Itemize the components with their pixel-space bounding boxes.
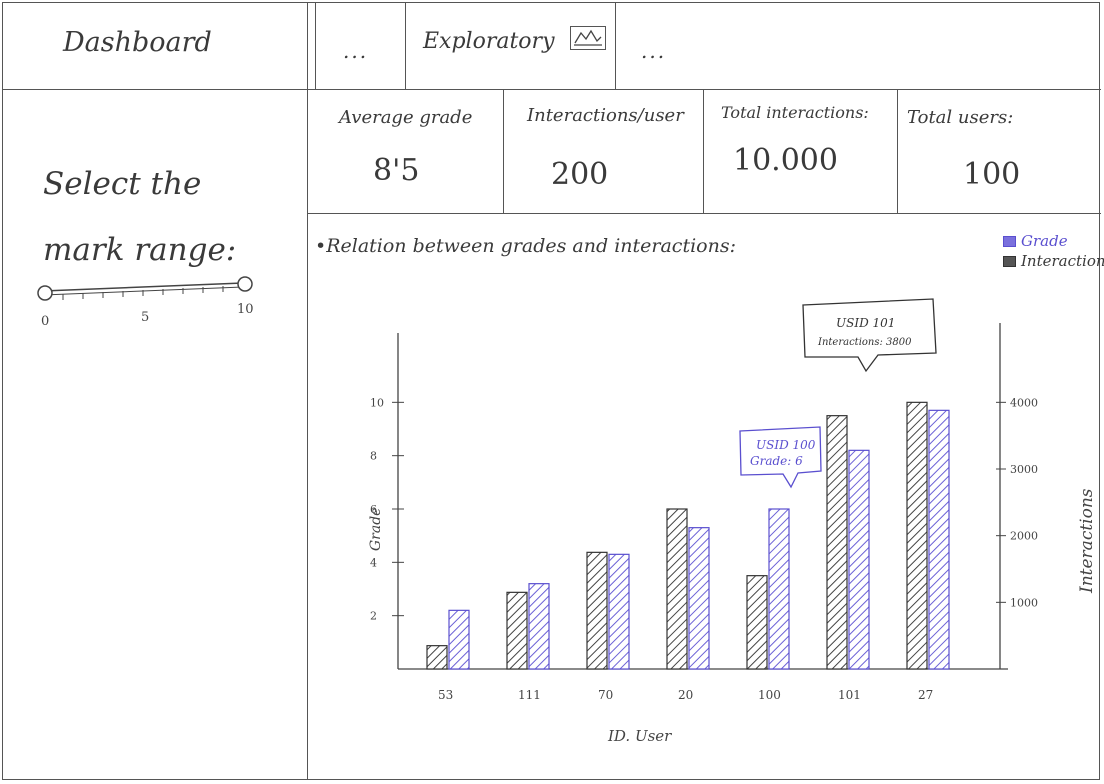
x-tick-labels: 53 111 70 20 100 101 27 bbox=[438, 688, 933, 702]
tooltip-100-line2: Grade: 6 bbox=[750, 454, 803, 468]
bar-grade-20 bbox=[688, 527, 710, 670]
tab-divider bbox=[615, 3, 616, 89]
bar-grade-111 bbox=[528, 583, 550, 670]
x-tick-label: 20 bbox=[678, 688, 693, 702]
slider-mid-label: 5 bbox=[141, 310, 149, 325]
tooltip-usid-101: USID 101 Interactions: 3800 bbox=[802, 298, 937, 373]
tooltip-usid-100: USID 100 Grade: 6 bbox=[739, 426, 822, 489]
tooltip-101-line1: USID 101 bbox=[836, 316, 895, 330]
legend-swatch-grade bbox=[1003, 235, 1016, 247]
kpi-average-grade-value: 8'5 bbox=[373, 153, 420, 188]
tab-exploratory[interactable]: Exploratory bbox=[423, 26, 606, 54]
legend-item-interactions: Interactions bbox=[1003, 251, 1104, 271]
x-tick-label: 70 bbox=[598, 688, 613, 702]
y-axis-label-left: Grade bbox=[368, 508, 384, 551]
legend-label-interactions: Interactions bbox=[1021, 252, 1104, 270]
filter-label: Select the mark range: bbox=[43, 166, 237, 268]
bar-grade-101 bbox=[848, 449, 870, 670]
y-tick-label-left: 8 bbox=[370, 450, 377, 463]
y-tick-label-right: 3000 bbox=[1010, 463, 1038, 476]
y-tick-label-right: 2000 bbox=[1010, 530, 1038, 543]
slider-max-label: 10 bbox=[237, 302, 254, 317]
grade-range-slider[interactable]: 0 5 10 bbox=[35, 275, 265, 335]
slider-handle-high bbox=[237, 276, 253, 292]
y-tick-label-right: 1000 bbox=[1010, 596, 1038, 609]
y-tick-label-left: 10 bbox=[370, 396, 384, 409]
area-chart-icon bbox=[569, 26, 606, 50]
x-axis-label: ID. User bbox=[607, 727, 672, 745]
x-tick-label: 101 bbox=[838, 688, 861, 702]
x-tick-label: 100 bbox=[758, 688, 781, 702]
kpi-total-users-label: Total users: bbox=[907, 107, 1014, 128]
y-ticks-right: 1000 2000 3000 4000 bbox=[996, 396, 1038, 609]
kpi-bottom-divider bbox=[307, 213, 1101, 214]
bar-grade-100 bbox=[768, 508, 790, 670]
y-ticks-left: 2 4 6 8 10 bbox=[370, 396, 404, 623]
bar-interactions-53 bbox=[426, 645, 448, 670]
bar-interactions-111 bbox=[506, 591, 528, 670]
kpi-total-interactions-value: 10.000 bbox=[733, 143, 838, 178]
tab-divider bbox=[315, 3, 316, 89]
kpi-divider bbox=[703, 89, 704, 213]
kpi-average-grade-label: Average grade bbox=[339, 107, 473, 128]
grade-interactions-chart: 2 4 6 8 10 1000 2000 3000 4000 53 111 70 20 100 101 2… bbox=[368, 298, 1097, 745]
chart-legend: Grade Interactions bbox=[1003, 231, 1104, 271]
tab-exploratory-label: Exploratory bbox=[423, 29, 555, 54]
y-axis-label-right: Interactions bbox=[1077, 488, 1097, 594]
chart-title: •Relation between grades and interaction… bbox=[315, 235, 736, 257]
slider-min-label: 0 bbox=[41, 314, 49, 329]
bar-interactions-101 bbox=[826, 415, 848, 670]
app-title: Dashboard bbox=[63, 27, 212, 58]
tooltip-101-line2: Interactions: 3800 bbox=[817, 337, 912, 348]
kpi-total-interactions-label: Total interactions: bbox=[721, 103, 869, 122]
legend-label-grade: Grade bbox=[1021, 232, 1068, 250]
kpi-divider bbox=[897, 89, 898, 213]
bar-interactions-100 bbox=[746, 575, 768, 670]
y-tick-label-right: 4000 bbox=[1010, 396, 1038, 409]
y-tick-label-left: 2 bbox=[370, 610, 377, 623]
legend-item-grade: Grade bbox=[1003, 231, 1104, 251]
x-tick-label: 111 bbox=[518, 688, 541, 702]
bar-interactions-70 bbox=[586, 551, 608, 670]
bar-grade-53 bbox=[448, 609, 470, 670]
slider-handle-low bbox=[37, 285, 53, 301]
y-tick-label-left: 6 bbox=[370, 503, 377, 516]
kpi-interactions-user-value: 200 bbox=[551, 157, 609, 192]
bar-interactions-27 bbox=[906, 401, 928, 670]
y-tick-label-left: 4 bbox=[370, 556, 377, 569]
sidebar-divider bbox=[307, 3, 308, 779]
x-tick-label: 27 bbox=[918, 688, 933, 702]
kpi-divider bbox=[503, 89, 504, 213]
tab-divider bbox=[405, 3, 406, 89]
tab-more-right[interactable]: ... bbox=[641, 39, 667, 63]
bar-grade-27 bbox=[928, 409, 950, 670]
legend-swatch-interactions bbox=[1003, 255, 1016, 267]
kpi-total-users-value: 100 bbox=[963, 157, 1021, 192]
bar-interactions-20 bbox=[666, 508, 688, 670]
tab-more-left[interactable]: ... bbox=[343, 39, 369, 63]
header-divider bbox=[3, 89, 1101, 90]
bar-grade-70 bbox=[608, 553, 630, 670]
bars bbox=[426, 401, 950, 670]
kpi-interactions-user-label: Interactions/user bbox=[527, 105, 684, 126]
x-tick-label: 53 bbox=[438, 688, 453, 702]
tooltip-100-line1: USID 100 bbox=[756, 438, 816, 452]
